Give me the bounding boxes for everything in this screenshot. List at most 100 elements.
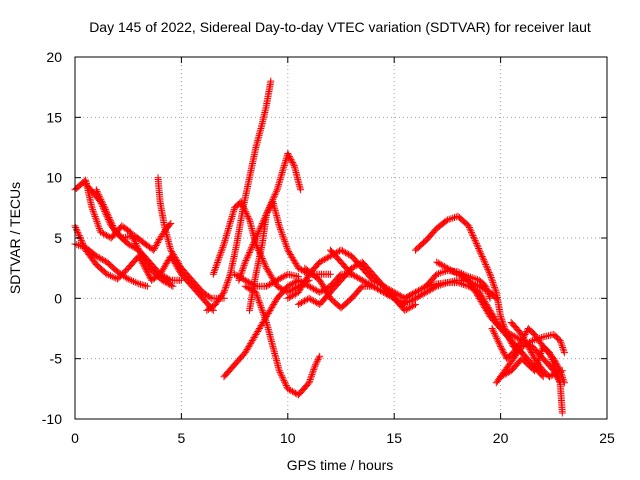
data-point [297,284,305,292]
data-point [249,281,257,288]
data-point [537,348,545,356]
data-point [287,281,295,288]
data-point [443,216,451,224]
data-point [281,237,289,245]
data-point [302,276,309,284]
data-point [317,257,325,265]
data-point [131,278,139,286]
data-point [169,249,176,257]
data-point [161,263,169,271]
data-point [139,260,147,268]
data-point [72,224,80,231]
data-point [263,282,270,290]
data-point [99,199,106,207]
data-point [281,272,289,280]
data-point [500,371,508,379]
data-point [271,191,279,199]
data-point [130,244,138,251]
data-point [154,239,162,246]
data-point [340,248,348,256]
data-point [483,287,491,295]
data-point [307,295,315,303]
data-point [422,288,430,296]
data-point [430,284,438,292]
data-point [308,284,316,292]
data-point [349,271,357,279]
data-point [294,300,302,308]
data-point [294,273,302,281]
data-point [266,306,274,314]
data-point [547,354,555,362]
data-point [497,314,505,322]
data-point [260,259,268,267]
data-point [247,245,255,253]
data-point [271,299,278,307]
data-point [216,250,224,258]
data-point [408,290,416,298]
data-point [466,278,474,286]
data-point [95,254,103,262]
data-point [530,353,538,361]
data-point [549,359,557,367]
data-point [277,227,285,235]
data-point [557,338,565,346]
x-tick-label: 15 [386,430,402,446]
data-point [267,272,275,280]
data-point [462,275,470,282]
data-point [206,293,214,301]
data-point [554,374,562,382]
data-point [428,285,436,293]
data-point [257,303,265,311]
data-point [100,256,108,264]
data-point [489,280,497,288]
data-point [76,233,84,241]
data-point [161,273,169,281]
data-point [477,251,485,259]
data-point [143,282,151,290]
data-point [412,294,420,302]
data-point [308,296,316,304]
data-point [442,217,450,225]
data-point [493,334,501,342]
data-point [167,246,175,254]
series-track-13 [231,270,302,290]
y-tick-label: 10 [46,170,62,186]
data-point [219,243,227,251]
data-point [377,287,384,295]
data-point [497,343,505,351]
data-point [97,196,105,204]
data-point [393,296,401,304]
data-point [102,205,109,213]
data-point [276,224,284,232]
data-point [343,250,351,257]
data-point [254,328,262,335]
data-point [284,150,292,157]
data-point [413,293,421,301]
data-point [402,299,410,307]
data-point [478,299,486,307]
data-point [144,270,152,278]
data-point [218,245,226,253]
data-point [440,262,448,270]
data-point [91,211,98,219]
data-point [211,265,219,273]
data-point [286,154,294,162]
data-point [466,225,474,233]
data-point [312,359,320,367]
data-point [239,265,247,273]
data-point [264,207,272,215]
data-point [95,225,103,232]
data-point [159,266,167,274]
data-point [319,282,327,290]
data-point [244,344,252,352]
data-point [537,334,545,342]
data-point [252,331,260,338]
data-point [259,308,267,316]
data-point [240,261,248,269]
data-point [239,203,247,211]
data-point [247,280,255,288]
data-point [452,213,460,221]
data-point [497,373,505,381]
data-point [480,285,488,293]
data-point [494,336,501,344]
